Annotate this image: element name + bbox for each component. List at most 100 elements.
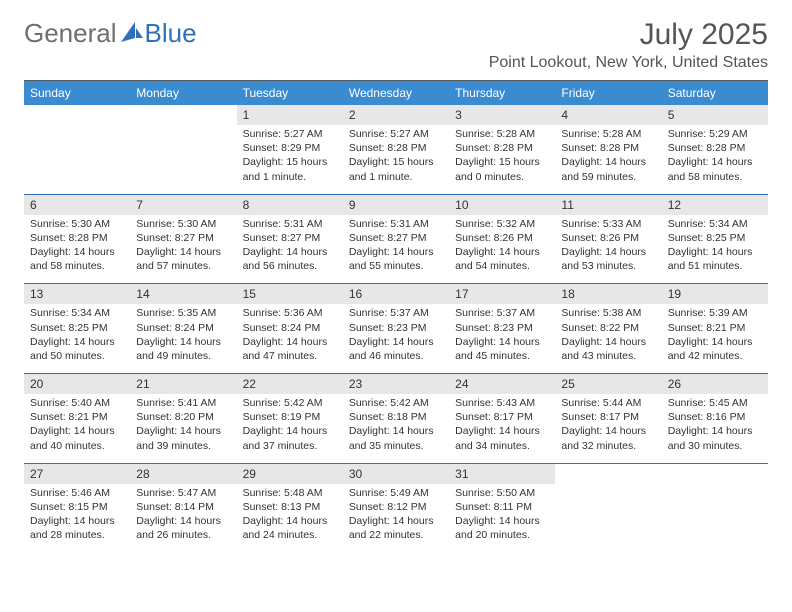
day-number: 1 xyxy=(237,105,343,125)
day-cell: Sunrise: 5:31 AMSunset: 8:27 PMDaylight:… xyxy=(343,215,449,284)
sunrise-text: Sunrise: 5:27 AM xyxy=(349,127,443,141)
dow-cell: Saturday xyxy=(662,81,768,105)
daylight-text: Daylight: 14 hours and 56 minutes. xyxy=(243,245,337,273)
day-cell: Sunrise: 5:35 AMSunset: 8:24 PMDaylight:… xyxy=(130,304,236,373)
dow-cell: Monday xyxy=(130,81,236,105)
sunset-text: Sunset: 8:28 PM xyxy=(668,141,762,155)
sunrise-text: Sunrise: 5:31 AM xyxy=(243,217,337,231)
daylight-text: Daylight: 14 hours and 20 minutes. xyxy=(455,514,549,542)
day-cell: Sunrise: 5:29 AMSunset: 8:28 PMDaylight:… xyxy=(662,125,768,194)
daylight-text: Daylight: 14 hours and 58 minutes. xyxy=(30,245,124,273)
day-number: 30 xyxy=(343,464,449,484)
day-number: 28 xyxy=(130,464,236,484)
daylight-text: Daylight: 14 hours and 49 minutes. xyxy=(136,335,230,363)
sunset-text: Sunset: 8:23 PM xyxy=(349,321,443,335)
days-of-week-row: SundayMondayTuesdayWednesdayThursdayFrid… xyxy=(24,81,768,105)
daynum-row: 2728293031 xyxy=(24,463,768,484)
daylight-text: Daylight: 14 hours and 51 minutes. xyxy=(668,245,762,273)
day-cell: Sunrise: 5:46 AMSunset: 8:15 PMDaylight:… xyxy=(24,484,130,553)
sunrise-text: Sunrise: 5:31 AM xyxy=(349,217,443,231)
daylight-text: Daylight: 14 hours and 42 minutes. xyxy=(668,335,762,363)
day-number: 13 xyxy=(24,284,130,304)
sunset-text: Sunset: 8:27 PM xyxy=(349,231,443,245)
sunset-text: Sunset: 8:27 PM xyxy=(243,231,337,245)
dow-cell: Sunday xyxy=(24,81,130,105)
title-block: July 2025 Point Lookout, New York, Unite… xyxy=(489,18,768,72)
day-cell: Sunrise: 5:47 AMSunset: 8:14 PMDaylight:… xyxy=(130,484,236,553)
daylight-text: Daylight: 14 hours and 26 minutes. xyxy=(136,514,230,542)
sunrise-text: Sunrise: 5:48 AM xyxy=(243,486,337,500)
sunset-text: Sunset: 8:26 PM xyxy=(561,231,655,245)
sunrise-text: Sunrise: 5:28 AM xyxy=(561,127,655,141)
header: General Blue July 2025 Point Lookout, Ne… xyxy=(24,18,768,72)
sunset-text: Sunset: 8:28 PM xyxy=(30,231,124,245)
daylight-text: Daylight: 14 hours and 58 minutes. xyxy=(668,155,762,183)
day-cell: Sunrise: 5:44 AMSunset: 8:17 PMDaylight:… xyxy=(555,394,661,463)
sunset-text: Sunset: 8:17 PM xyxy=(455,410,549,424)
sunset-text: Sunset: 8:16 PM xyxy=(668,410,762,424)
day-cell: Sunrise: 5:30 AMSunset: 8:28 PMDaylight:… xyxy=(24,215,130,284)
sunrise-text: Sunrise: 5:37 AM xyxy=(349,306,443,320)
sunset-text: Sunset: 8:28 PM xyxy=(349,141,443,155)
day-cell: Sunrise: 5:39 AMSunset: 8:21 PMDaylight:… xyxy=(662,304,768,373)
sunset-text: Sunset: 8:13 PM xyxy=(243,500,337,514)
sunrise-text: Sunrise: 5:40 AM xyxy=(30,396,124,410)
sunrise-text: Sunrise: 5:42 AM xyxy=(243,396,337,410)
day-number: 12 xyxy=(662,195,768,215)
sunset-text: Sunset: 8:25 PM xyxy=(30,321,124,335)
sunset-text: Sunset: 8:21 PM xyxy=(30,410,124,424)
sunrise-text: Sunrise: 5:33 AM xyxy=(561,217,655,231)
day-number: 19 xyxy=(662,284,768,304)
day-number: 25 xyxy=(555,374,661,394)
page-title: July 2025 xyxy=(489,18,768,52)
dow-cell: Thursday xyxy=(449,81,555,105)
day-number xyxy=(130,105,236,125)
calendar: SundayMondayTuesdayWednesdayThursdayFrid… xyxy=(24,80,768,552)
day-cell: Sunrise: 5:28 AMSunset: 8:28 PMDaylight:… xyxy=(449,125,555,194)
sunrise-text: Sunrise: 5:36 AM xyxy=(243,306,337,320)
day-number: 8 xyxy=(237,195,343,215)
day-cell: Sunrise: 5:49 AMSunset: 8:12 PMDaylight:… xyxy=(343,484,449,553)
daylight-text: Daylight: 14 hours and 34 minutes. xyxy=(455,424,549,452)
day-cell: Sunrise: 5:34 AMSunset: 8:25 PMDaylight:… xyxy=(24,304,130,373)
day-number: 11 xyxy=(555,195,661,215)
day-number: 17 xyxy=(449,284,555,304)
sunrise-text: Sunrise: 5:32 AM xyxy=(455,217,549,231)
daynum-row: 20212223242526 xyxy=(24,373,768,394)
dow-cell: Wednesday xyxy=(343,81,449,105)
sunset-text: Sunset: 8:15 PM xyxy=(30,500,124,514)
sunset-text: Sunset: 8:14 PM xyxy=(136,500,230,514)
daylight-text: Daylight: 14 hours and 35 minutes. xyxy=(349,424,443,452)
sunrise-text: Sunrise: 5:50 AM xyxy=(455,486,549,500)
day-number: 2 xyxy=(343,105,449,125)
day-cell: Sunrise: 5:32 AMSunset: 8:26 PMDaylight:… xyxy=(449,215,555,284)
daylight-text: Daylight: 14 hours and 32 minutes. xyxy=(561,424,655,452)
sunrise-text: Sunrise: 5:46 AM xyxy=(30,486,124,500)
day-number: 24 xyxy=(449,374,555,394)
day-number xyxy=(555,464,661,484)
day-number: 20 xyxy=(24,374,130,394)
day-cell: Sunrise: 5:27 AMSunset: 8:29 PMDaylight:… xyxy=(237,125,343,194)
sunset-text: Sunset: 8:26 PM xyxy=(455,231,549,245)
sail-icon xyxy=(121,22,143,47)
day-number: 22 xyxy=(237,374,343,394)
daylight-text: Daylight: 14 hours and 40 minutes. xyxy=(30,424,124,452)
sunrise-text: Sunrise: 5:43 AM xyxy=(455,396,549,410)
sunrise-text: Sunrise: 5:28 AM xyxy=(455,127,549,141)
daylight-text: Daylight: 14 hours and 55 minutes. xyxy=(349,245,443,273)
day-cell: Sunrise: 5:31 AMSunset: 8:27 PMDaylight:… xyxy=(237,215,343,284)
day-cell xyxy=(130,125,236,194)
day-number: 9 xyxy=(343,195,449,215)
daylight-text: Daylight: 14 hours and 43 minutes. xyxy=(561,335,655,363)
sunset-text: Sunset: 8:25 PM xyxy=(668,231,762,245)
sunrise-text: Sunrise: 5:27 AM xyxy=(243,127,337,141)
day-number: 27 xyxy=(24,464,130,484)
day-cell: Sunrise: 5:36 AMSunset: 8:24 PMDaylight:… xyxy=(237,304,343,373)
daynum-row: 12345 xyxy=(24,105,768,125)
dow-cell: Friday xyxy=(555,81,661,105)
day-number xyxy=(662,464,768,484)
daynum-row: 13141516171819 xyxy=(24,283,768,304)
day-number: 15 xyxy=(237,284,343,304)
day-cell: Sunrise: 5:28 AMSunset: 8:28 PMDaylight:… xyxy=(555,125,661,194)
day-cell: Sunrise: 5:41 AMSunset: 8:20 PMDaylight:… xyxy=(130,394,236,463)
